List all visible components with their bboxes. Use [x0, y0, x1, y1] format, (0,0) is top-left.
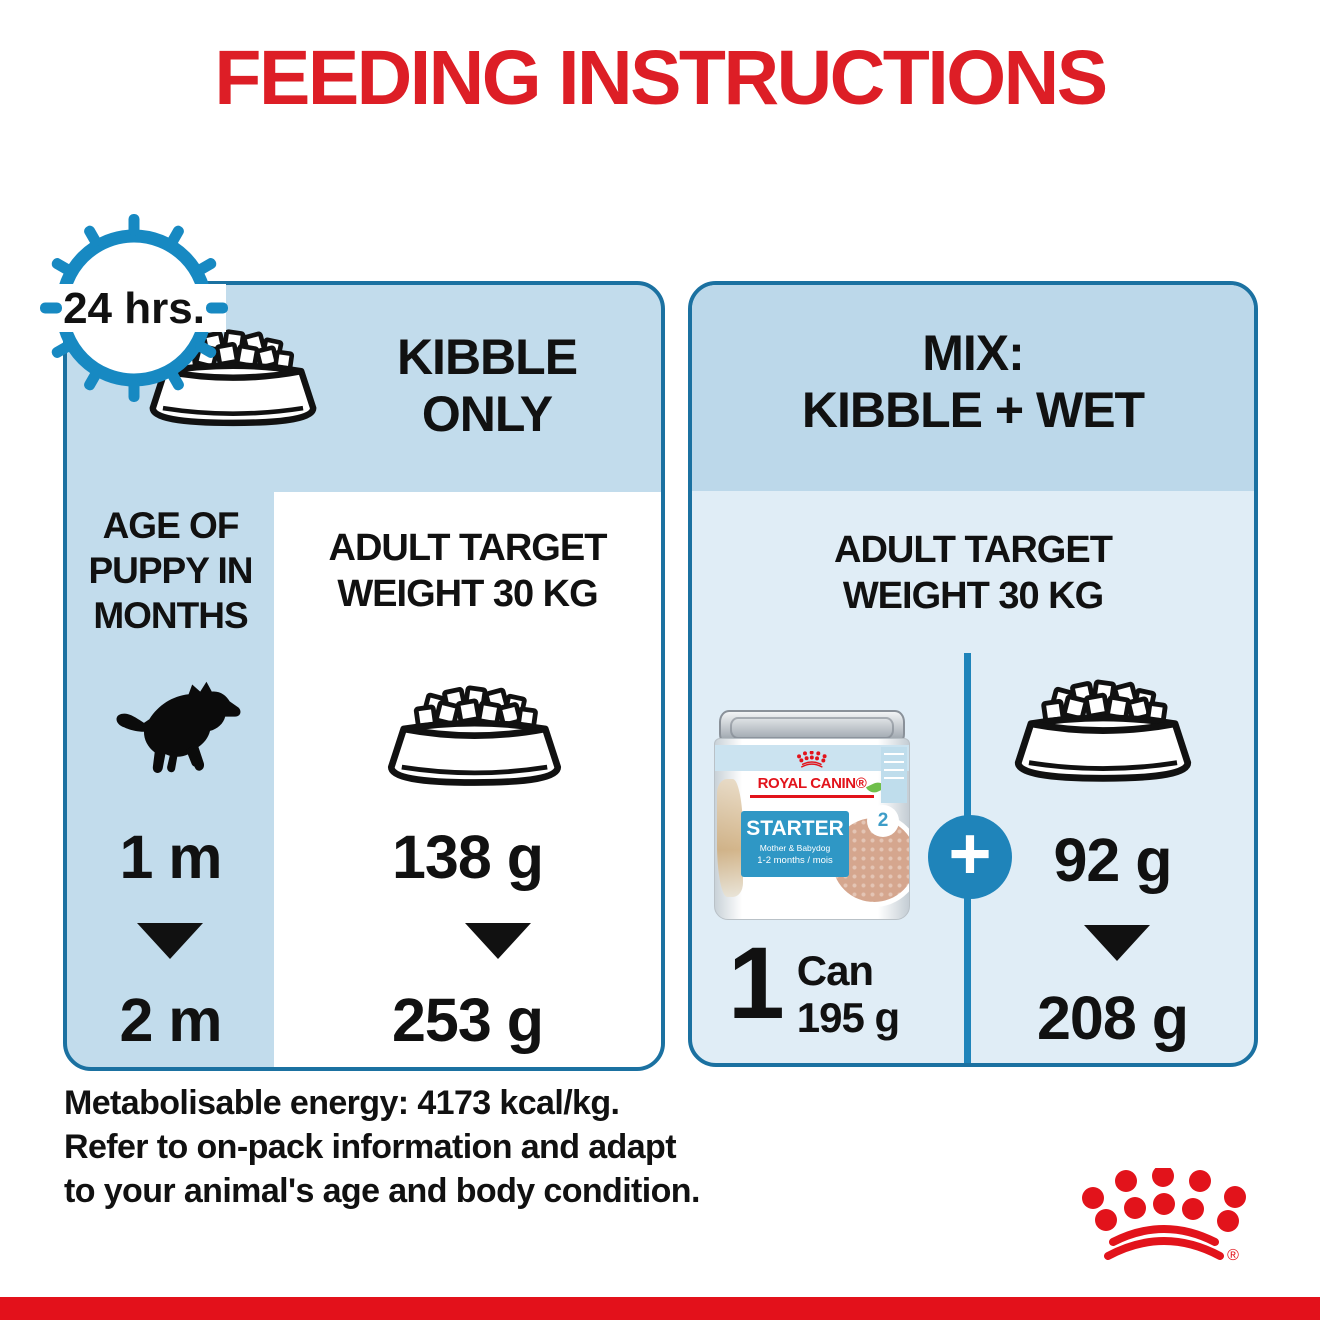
puppy-silhouette-icon — [116, 681, 241, 773]
can-brand-text: ROYAL CANIN® — [757, 775, 867, 792]
can-puppy-photo — [717, 779, 743, 897]
down-arrow-icon — [465, 923, 531, 959]
down-arrow-icon — [137, 923, 203, 959]
mix-amount-start-value: 92 g — [1053, 826, 1172, 894]
kibble-amount-end-value: 253 g — [392, 986, 544, 1054]
can-product-box: STARTER Mother & Babydog 1-2 months / mo… — [741, 811, 849, 877]
can-body: ROYAL CANIN® STARTER Mother & Babydog 1-… — [714, 738, 910, 920]
can-quantity: 1 Can 195 g — [728, 926, 900, 1042]
can-stage-badge: 2 — [867, 805, 899, 837]
mix-kibble-wet-panel: MIX: KIBBLE + WET ADULT TARGET WEIGHT 30… — [688, 281, 1258, 1067]
plus-icon: + — [928, 815, 1012, 899]
mix-panel-title: MIX: KIBBLE + WET — [801, 325, 1145, 438]
age-column-header: AGE OF PUPPY IN MONTHS — [88, 505, 253, 637]
24-hour-clock-icon: 24 hrs. — [38, 212, 230, 404]
kibble-bowl-icon — [387, 685, 562, 786]
kibble-only-panel: KIBBLE ONLY AGE OF PUPPY IN MONTHS ADULT… — [63, 281, 665, 1071]
kibble-panel-title: KIBBLE ONLY — [396, 329, 578, 442]
registered-mark: ® — [1227, 1247, 1239, 1264]
age-end-value: 2 m — [119, 986, 222, 1054]
mix-panel-header-band — [692, 285, 1254, 491]
mix-amount-end-value: 208 g — [1037, 984, 1189, 1052]
royal-canin-crown-logo: ® — [1082, 1168, 1246, 1264]
footnote: Metabolisable energy: 4173 kcal/kg. Refe… — [64, 1084, 700, 1210]
page-title: FEEDING INSTRUCTIONS — [214, 35, 1108, 121]
kibble-bowl-icon — [1014, 679, 1192, 782]
kibble-amount-start-value: 138 g — [392, 823, 544, 891]
can-unit-label: Can — [796, 947, 874, 994]
down-arrow-icon — [1084, 925, 1150, 961]
can-weight-value: 195 g — [796, 994, 900, 1042]
can-side-text — [881, 747, 907, 803]
wet-can-image: ROYAL CANIN® STARTER Mother & Babydog 1-… — [714, 710, 910, 922]
bottom-red-bar — [0, 1297, 1320, 1320]
clock-label: 24 hrs. — [63, 284, 205, 333]
can-count-value: 1 — [728, 926, 785, 1040]
royal-canin-crown-icon — [797, 751, 827, 768]
kibble-weight-column-header: ADULT TARGET WEIGHT 30 KG — [328, 527, 608, 616]
age-start-value: 1 m — [119, 823, 222, 891]
mix-weight-column-header: ADULT TARGET WEIGHT 30 KG — [834, 529, 1113, 618]
